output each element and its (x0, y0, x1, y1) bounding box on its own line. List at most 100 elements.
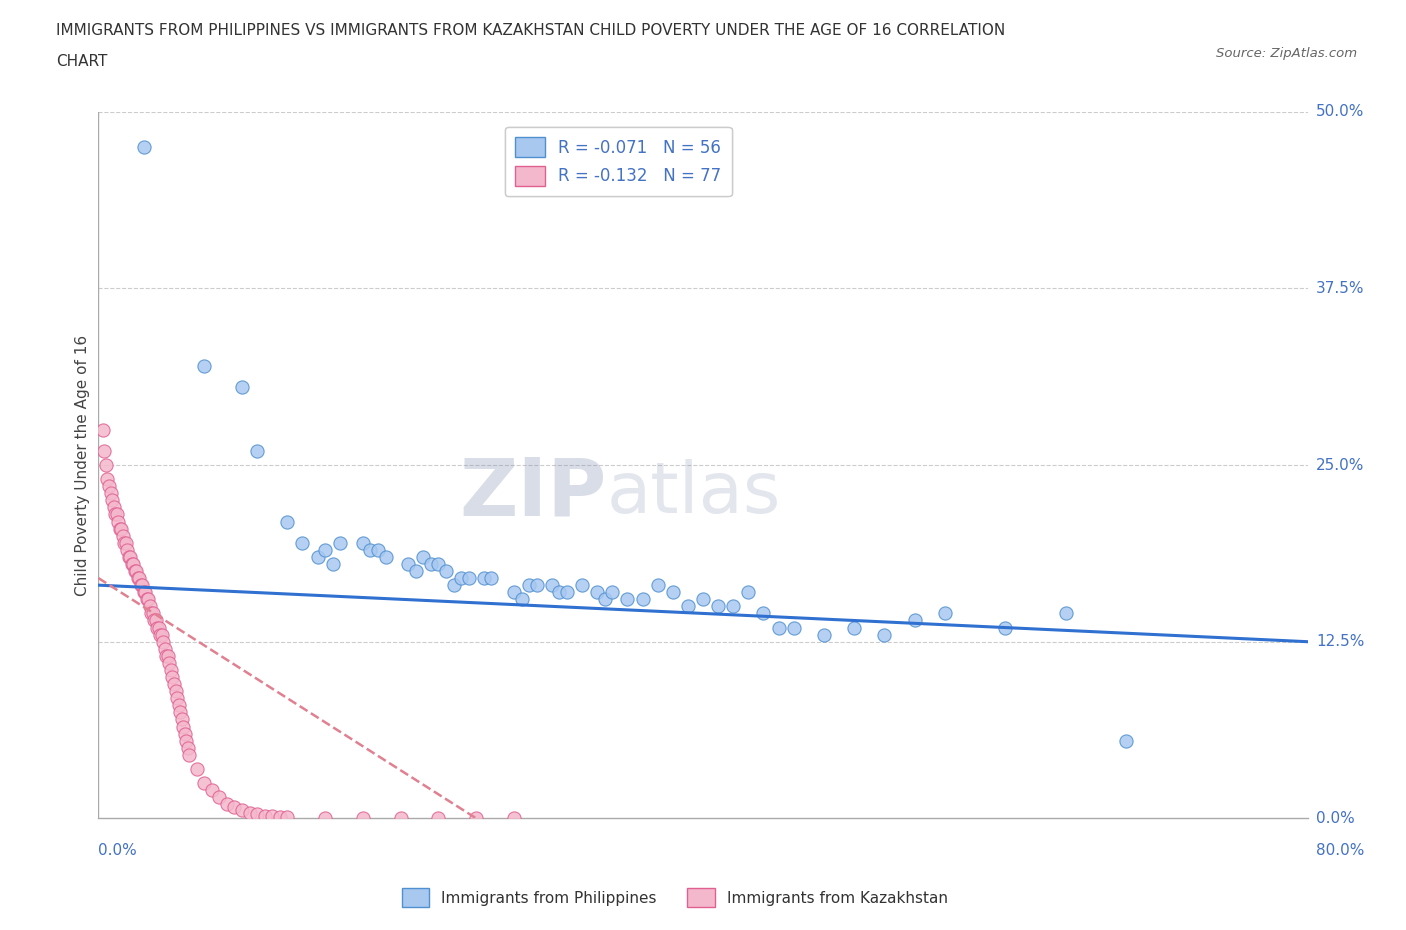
Point (170, 712, 193, 727)
Point (148, 620, 170, 635)
Point (526, 578, 548, 592)
Point (262, 809, 284, 824)
Point (176, 740, 198, 755)
Point (174, 733, 197, 748)
Point (118, 550, 141, 565)
Point (107, 514, 129, 529)
Point (352, 811, 374, 826)
Point (389, 811, 412, 826)
Point (253, 808, 276, 823)
Point (145, 613, 167, 628)
Point (131, 578, 153, 592)
Point (153, 642, 176, 657)
Point (104, 507, 127, 522)
Point (127, 571, 149, 586)
Point (412, 550, 434, 565)
Point (314, 810, 336, 825)
Point (124, 564, 146, 578)
Text: 37.5%: 37.5% (1316, 281, 1364, 296)
Point (465, 811, 488, 826)
Point (112, 536, 135, 551)
Point (193, 359, 215, 374)
Point (291, 536, 314, 551)
Point (120, 550, 142, 565)
Point (239, 805, 262, 820)
Point (427, 556, 450, 571)
Point (503, 811, 526, 826)
Point (813, 627, 835, 642)
Point (105, 507, 128, 522)
Point (631, 591, 654, 606)
Point (329, 536, 352, 551)
Point (141, 606, 163, 621)
Point (1115, 733, 1137, 748)
Point (98, 479, 121, 494)
Point (443, 578, 465, 592)
Point (276, 514, 298, 529)
Point (162, 670, 184, 684)
Point (135, 591, 157, 606)
Point (231, 803, 253, 817)
Point (159, 656, 181, 671)
Text: IMMIGRANTS FROM PHILIPPINES VS IMMIGRANTS FROM KAZAKHSTAN CHILD POVERTY UNDER TH: IMMIGRANTS FROM PHILIPPINES VS IMMIGRANT… (56, 23, 1005, 38)
Point (540, 578, 562, 592)
Point (586, 585, 609, 600)
Point (132, 585, 155, 600)
Legend: Immigrants from Philippines, Immigrants from Kazakhstan: Immigrants from Philippines, Immigrants … (395, 883, 955, 913)
Point (155, 648, 177, 663)
Point (555, 585, 578, 600)
Point (128, 571, 150, 586)
Text: 25.0%: 25.0% (1316, 458, 1364, 472)
Point (692, 591, 714, 606)
Point (111, 528, 134, 543)
Point (201, 783, 224, 798)
Point (434, 564, 457, 578)
Point (100, 485, 122, 500)
Point (93, 444, 115, 458)
Point (125, 564, 148, 578)
Text: 12.5%: 12.5% (1316, 634, 1364, 649)
Point (405, 564, 427, 578)
Point (132, 140, 155, 154)
Point (156, 648, 179, 663)
Point (276, 810, 298, 825)
Point (94, 458, 117, 472)
Point (208, 790, 231, 804)
Point (146, 620, 169, 635)
Text: Source: ZipAtlas.com: Source: ZipAtlas.com (1216, 46, 1357, 60)
Point (934, 606, 956, 621)
Point (352, 536, 374, 551)
Text: ZIP: ZIP (458, 454, 606, 532)
Point (101, 493, 124, 508)
Point (481, 571, 503, 586)
Point (108, 521, 131, 536)
Point (165, 684, 187, 698)
Point (844, 620, 866, 635)
Point (593, 591, 616, 606)
Point (110, 521, 132, 536)
Point (91, 422, 114, 437)
Point (136, 591, 159, 606)
Point (472, 571, 495, 586)
Point (367, 542, 389, 557)
Point (307, 550, 329, 565)
Legend: R = -0.071   N = 56, R = -0.132   N = 77: R = -0.071 N = 56, R = -0.132 N = 77 (505, 127, 731, 196)
Point (193, 776, 215, 790)
Point (602, 585, 624, 600)
Point (314, 542, 336, 557)
Point (166, 691, 188, 706)
Text: atlas: atlas (606, 458, 780, 527)
Point (160, 662, 183, 677)
Point (163, 677, 186, 692)
Point (752, 606, 775, 621)
Text: 80.0%: 80.0% (1316, 844, 1364, 858)
Point (616, 591, 638, 606)
Point (457, 571, 479, 586)
Point (167, 698, 190, 712)
Point (172, 719, 194, 734)
Point (1054, 606, 1077, 621)
Text: 0.0%: 0.0% (1316, 811, 1354, 826)
Y-axis label: Child Poverty Under the Age of 16: Child Poverty Under the Age of 16 (75, 335, 90, 595)
Point (904, 613, 927, 628)
Point (143, 613, 166, 628)
